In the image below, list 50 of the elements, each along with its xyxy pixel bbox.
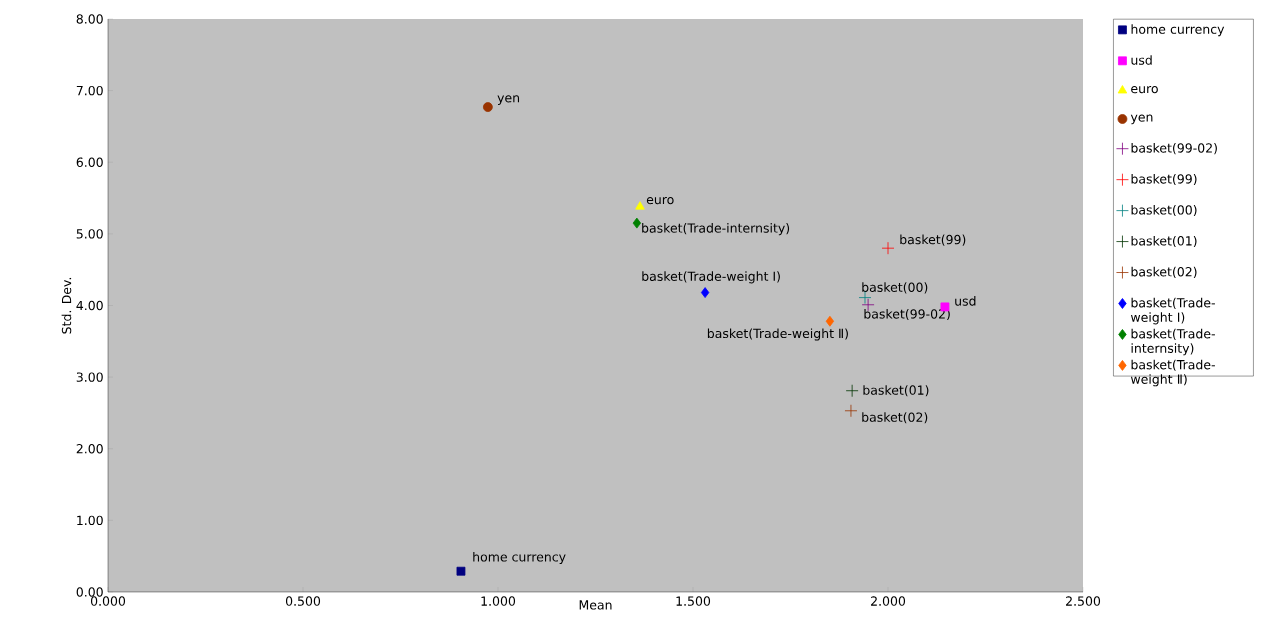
legend-label: euro bbox=[1131, 86, 1158, 94]
y-tick-label: 3.00 bbox=[76, 372, 103, 382]
y-tick-label: 5.00 bbox=[76, 229, 103, 239]
text: yen bbox=[497, 95, 520, 105]
y-tick-label: 4.00 bbox=[76, 300, 103, 311]
point bbox=[844, 404, 858, 418]
point bbox=[881, 241, 895, 255]
legend-label: basket(00) bbox=[1131, 204, 1197, 217]
text: euro bbox=[646, 197, 674, 205]
x-tick-label: 1.000 bbox=[481, 596, 516, 606]
text: basket(00) bbox=[862, 282, 928, 294]
legend-label: yen bbox=[1130, 114, 1153, 125]
y-tick-label: 8.00 bbox=[76, 14, 103, 24]
text: home currency bbox=[473, 551, 566, 565]
text: basket(99-02) bbox=[864, 308, 950, 321]
y-tick-label: 7.00 bbox=[76, 85, 103, 96]
point bbox=[825, 315, 835, 327]
x-tick-label: 0.000 bbox=[90, 596, 126, 606]
text: basket(99) bbox=[900, 234, 966, 246]
point bbox=[482, 102, 493, 112]
x-tick-label: 1.500 bbox=[676, 596, 711, 606]
legend-label: basket(99-02) bbox=[1131, 143, 1217, 155]
text: usd bbox=[955, 296, 976, 306]
legend-label: usd bbox=[1131, 55, 1152, 65]
text: basket(Trade-internsity) bbox=[642, 223, 790, 236]
point bbox=[845, 384, 859, 398]
text: basket(Trade-weight Ⅱ) bbox=[707, 328, 848, 341]
point bbox=[700, 287, 710, 298]
legend-label: home currency bbox=[1131, 24, 1225, 37]
legend-label: basket(Trade-weight Ⅱ) bbox=[1130, 359, 1215, 387]
legend-label: basket(Trade-weight Ⅰ) bbox=[1130, 297, 1215, 325]
x-tick-label: 2.500 bbox=[1066, 596, 1101, 606]
point bbox=[635, 201, 645, 210]
legend-label: basket(02) bbox=[1131, 266, 1197, 278]
text: basket(01) bbox=[863, 385, 929, 397]
y-tick-label: 1.00 bbox=[77, 515, 103, 526]
legend-label: basket(99) bbox=[1131, 173, 1197, 186]
x-tick-label: 2.000 bbox=[871, 596, 906, 606]
text: basket(Trade-weight Ⅰ) bbox=[642, 271, 780, 284]
point bbox=[632, 217, 641, 229]
legend-label: basket(01) bbox=[1131, 235, 1197, 248]
y-axis-title: Std. Dev. bbox=[61, 277, 72, 334]
text: basket(02) bbox=[862, 412, 928, 424]
y-tick-label: 0.00 bbox=[76, 587, 103, 597]
legend-label: basket(Trade-internsity) bbox=[1131, 328, 1215, 356]
y-tick-label: 2.00 bbox=[76, 444, 103, 454]
point bbox=[456, 566, 466, 576]
x-axis-title: Mean bbox=[579, 600, 612, 610]
x-tick-label: 0.500 bbox=[285, 596, 321, 606]
y-tick-label: 6.00 bbox=[76, 157, 103, 167]
